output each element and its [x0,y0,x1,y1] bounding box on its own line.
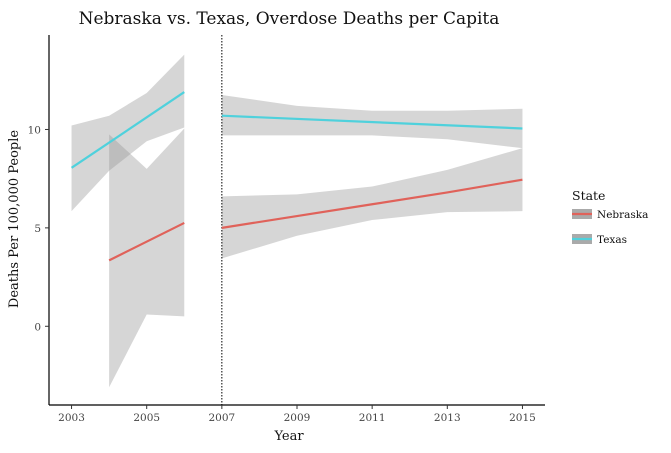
chart-title: Nebraska vs. Texas, Overdose Deaths per … [79,9,500,29]
texas-ci-band-1 [71,54,185,212]
x-tick-label: 2013 [434,412,461,424]
y-tick-label: 5 [34,223,41,235]
x-tick-label: 2009 [284,412,311,424]
y-tick-label: 10 [28,124,41,136]
legend: State Nebraska Texas [572,188,648,246]
plot-area [70,35,523,405]
texas-trend-line-1 [70,91,185,169]
x-tick-label: 2007 [208,412,235,424]
x-tick-label: 2005 [133,412,160,424]
y-tick-label: 0 [34,321,41,333]
x-tick-label: 2011 [359,412,386,424]
nebraska-legend-label: Nebraska [597,209,648,221]
x-axis-ticks: 2003 2005 2007 2009 2011 2013 2015 [58,405,536,424]
nebraska-trend-line-2 [221,178,523,229]
texas-trend-line-2 [221,114,523,130]
nebraska-ci-band-1 [109,128,185,388]
nebraska-trend-line-1 [108,221,185,262]
y-axis-label: Deaths Per 100,000 People [7,130,22,309]
y-axis-ticks: 0 5 10 [28,124,49,333]
legend-title: State [572,188,605,203]
x-tick-label: 2003 [58,412,85,424]
x-axis-label: Year [273,429,304,444]
x-tick-label: 2015 [509,412,536,424]
texas-legend-label: Texas [597,234,627,246]
